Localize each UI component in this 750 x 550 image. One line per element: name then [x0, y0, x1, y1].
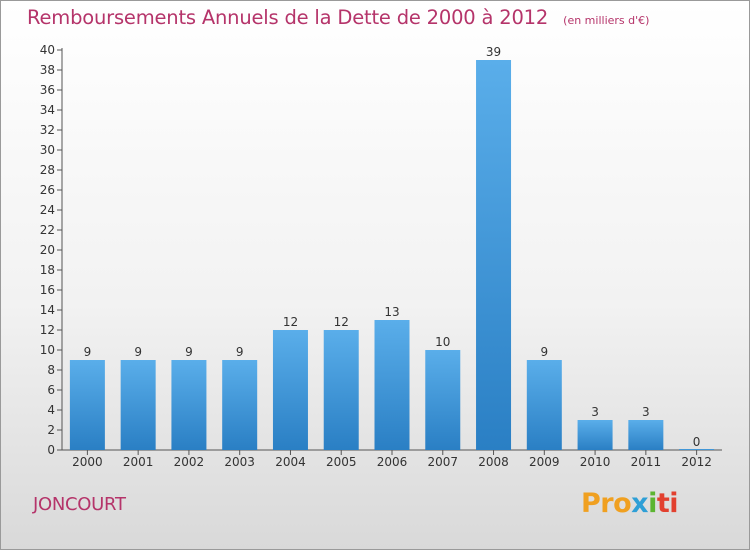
- data-label: 9: [134, 345, 142, 359]
- bar: [476, 60, 512, 450]
- y-tick-label: 38: [40, 63, 55, 77]
- bars: [69, 60, 715, 450]
- x-tick-label: 2009: [529, 455, 560, 469]
- chart-unit: (en milliers d'€): [563, 14, 650, 27]
- x-tick-label: 2010: [580, 455, 611, 469]
- y-tick-label: 18: [40, 263, 55, 277]
- x-tick-label: 2008: [478, 455, 509, 469]
- y-tick-label: 20: [40, 243, 55, 257]
- chart-title-block: Remboursements Annuels de la Dette de 20…: [27, 6, 649, 29]
- bar: [526, 360, 562, 450]
- y-tick-label: 6: [47, 383, 55, 397]
- y-tick-label: 14: [40, 303, 55, 317]
- bar: [120, 360, 156, 450]
- bar: [679, 449, 715, 450]
- data-label: 13: [384, 305, 399, 319]
- data-label: 9: [84, 345, 92, 359]
- data-label: 9: [236, 345, 244, 359]
- y-tick-label: 32: [40, 123, 55, 137]
- y-tick-label: 12: [40, 323, 55, 337]
- bar: [171, 360, 207, 450]
- bar: [272, 330, 308, 450]
- data-label: 3: [591, 405, 599, 419]
- proxiti-logo[interactable]: Proxiti: [581, 488, 679, 519]
- x-tick-label: 2001: [123, 455, 154, 469]
- x-tick-label: 2012: [681, 455, 712, 469]
- logo-part: i: [648, 488, 657, 519]
- y-tick-label: 30: [40, 143, 55, 157]
- x-tick-label: 2000: [72, 455, 103, 469]
- logo-part: Pro: [581, 488, 632, 519]
- x-tick-label: 2006: [377, 455, 408, 469]
- bar: [628, 420, 664, 450]
- y-tick-label: 34: [40, 103, 55, 117]
- y-tick-label: 4: [47, 403, 55, 417]
- x-tick-label: 2003: [224, 455, 255, 469]
- commune-name: JONCOURT: [33, 494, 126, 515]
- x-tick-label: 2004: [275, 455, 306, 469]
- data-label: 10: [435, 335, 450, 349]
- x-axis: 2000 2001 2002 2003 2004 2005 2006 2007 2008 2009…: [62, 449, 722, 469]
- y-tick-label: 2: [47, 423, 55, 437]
- data-label: 39: [486, 45, 501, 59]
- y-tick-label: 0: [47, 443, 55, 457]
- logo-part: x: [631, 488, 649, 519]
- bar: [222, 360, 258, 450]
- data-labels: 9 9 9 9 12 12 13 10 39 9 3 3 0: [84, 45, 701, 449]
- bar: [374, 320, 410, 450]
- y-tick-label: 26: [40, 183, 55, 197]
- y-tick-label: 16: [40, 283, 55, 297]
- y-tick-label: 36: [40, 83, 55, 97]
- bar: [577, 420, 613, 450]
- x-tick-label: 2011: [631, 455, 662, 469]
- y-tick-label: 8: [47, 363, 55, 377]
- data-label: 0: [693, 435, 701, 449]
- x-tick-label: 2007: [427, 455, 458, 469]
- y-tick-label: 28: [40, 163, 55, 177]
- logo-part: ti: [656, 488, 679, 519]
- x-tick-label: 2002: [174, 455, 205, 469]
- bar: [323, 330, 359, 450]
- data-label: 12: [283, 315, 298, 329]
- y-tick-label: 10: [40, 343, 55, 357]
- bar: [425, 350, 461, 450]
- chart-title: Remboursements Annuels de la Dette de 20…: [27, 6, 549, 29]
- data-label: 3: [642, 405, 650, 419]
- data-label: 12: [334, 315, 349, 329]
- y-tick-label: 40: [40, 43, 55, 57]
- bar: [69, 360, 105, 450]
- y-tick-label: 22: [40, 223, 55, 237]
- y-tick-label: 24: [40, 203, 55, 217]
- data-label: 9: [540, 345, 548, 359]
- x-tick-label: 2005: [326, 455, 357, 469]
- data-label: 9: [185, 345, 193, 359]
